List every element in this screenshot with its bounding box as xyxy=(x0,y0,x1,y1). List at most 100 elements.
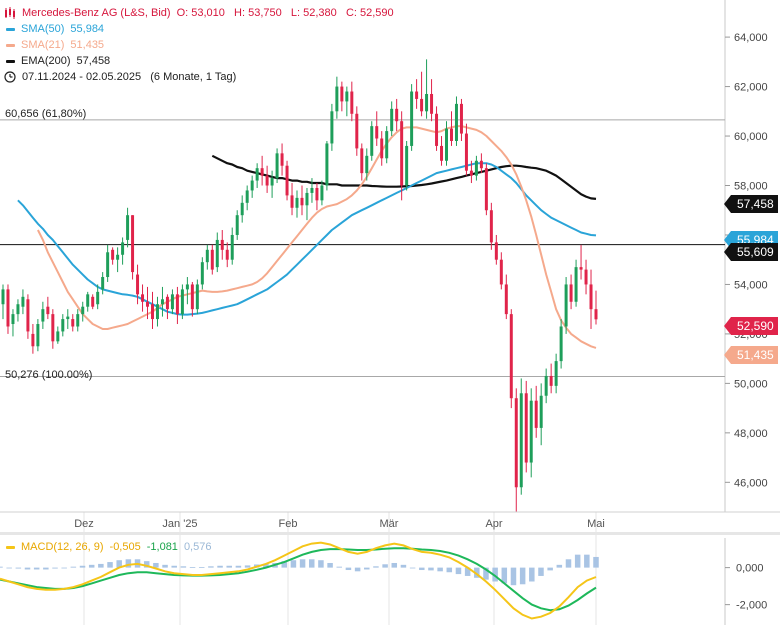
ema200-label: EMA(200) xyxy=(21,55,71,67)
candle-body xyxy=(250,180,254,191)
candle-body xyxy=(245,190,249,203)
sma21-row[interactable]: SMA(21) 51,435 xyxy=(4,37,394,53)
candle xyxy=(195,279,199,315)
instrument-title[interactable]: Mercedes-Benz AG (L&S, Bid) xyxy=(22,7,171,19)
candle xyxy=(280,143,284,176)
candle xyxy=(225,242,229,268)
macd-histogram-bar xyxy=(409,567,416,569)
sma50-layer xyxy=(17,162,597,316)
candle xyxy=(375,111,379,146)
candle-body xyxy=(464,133,468,171)
candle-body xyxy=(425,93,429,112)
sma21-layer xyxy=(37,125,597,349)
candle-body xyxy=(380,138,384,159)
candle xyxy=(365,148,369,181)
sma21-label: SMA(21) xyxy=(21,39,65,51)
x-tick-label: Mai xyxy=(587,518,605,530)
candle-body xyxy=(121,242,125,255)
macd-histogram-bar xyxy=(281,561,287,568)
fib-label-lower: 50,276 (100.00%) xyxy=(5,369,92,381)
sma50-row[interactable]: SMA(50) 55,984 xyxy=(4,21,394,37)
candle-body xyxy=(330,111,334,144)
candle xyxy=(544,368,548,404)
candle-body xyxy=(31,333,35,347)
candle-body xyxy=(46,306,50,315)
y-tick-label: 54,000 xyxy=(734,279,768,291)
candle xyxy=(559,319,563,369)
candle-body xyxy=(290,195,294,208)
candle xyxy=(285,160,289,201)
candle xyxy=(220,230,224,260)
macd-histogram-bar xyxy=(336,566,343,568)
macd-histogram-bar xyxy=(171,565,177,568)
candle-body xyxy=(494,242,498,260)
y-tick-label: 64,000 xyxy=(734,32,768,44)
candle xyxy=(56,326,60,344)
macd-histogram-bar xyxy=(208,566,214,568)
macd-histogram-bar xyxy=(565,559,572,568)
candle xyxy=(250,175,254,198)
macd-line xyxy=(0,541,597,620)
macd-label: MACD(12, 26, 9) xyxy=(21,541,104,553)
candle xyxy=(141,284,145,312)
candle xyxy=(6,284,10,334)
macd-histogram-bar xyxy=(382,564,388,568)
macd-histogram-bar xyxy=(474,567,480,578)
fib-label-upper: 60,656 (61,80%) xyxy=(5,108,86,120)
macd-histogram-bar xyxy=(70,566,77,568)
sma21-swatch xyxy=(6,43,15,47)
price-tag-hline: 55,609 xyxy=(724,243,778,261)
candle-body xyxy=(180,289,184,315)
macd-histogram-bar xyxy=(235,565,242,568)
candle-body xyxy=(484,168,488,211)
macd-histogram-bar xyxy=(373,566,379,568)
macd-histogram-bar xyxy=(428,567,434,571)
candle-body xyxy=(400,121,404,186)
candle xyxy=(494,234,498,265)
macd-histogram-bar xyxy=(116,560,122,568)
candle xyxy=(345,86,349,117)
candle xyxy=(579,244,583,280)
candle xyxy=(340,81,344,112)
candle xyxy=(215,232,219,273)
price-tag-bg xyxy=(724,346,778,364)
y-tick-label: 48,000 xyxy=(734,428,768,440)
candle-body xyxy=(350,91,354,114)
candle-body xyxy=(66,316,70,320)
macd-legend[interactable]: MACD(12, 26, 9) -0,505 -1,081 0,576 xyxy=(4,541,211,553)
candle xyxy=(131,215,135,280)
candle-body xyxy=(111,249,115,260)
candle xyxy=(160,286,164,317)
ema200-row[interactable]: EMA(200) 57,458 xyxy=(4,53,394,69)
macd-histogram-bar xyxy=(217,565,223,568)
x-tick-label: Dez xyxy=(74,518,94,530)
period-text: 07.11.2024 - 02.05.2025 (6 Monate, 1 Tag… xyxy=(22,71,237,83)
candle xyxy=(385,126,389,164)
clock-icon xyxy=(4,71,16,83)
period-row: 07.11.2024 - 02.05.2025 (6 Monate, 1 Tag… xyxy=(4,69,394,85)
pane-separator xyxy=(0,532,780,535)
macd-histogram-bar xyxy=(52,567,58,569)
candle-body xyxy=(195,284,199,310)
chart-legend: Mercedes-Benz AG (L&S, Bid) O: 53,010 H:… xyxy=(4,5,394,85)
candle-body xyxy=(101,277,105,290)
sma21-line xyxy=(37,125,597,349)
candle-body xyxy=(160,299,164,305)
macd-histogram-bar xyxy=(593,556,599,568)
candle-body xyxy=(579,267,583,270)
candle xyxy=(121,237,125,265)
candle-body xyxy=(574,267,578,302)
candle-body xyxy=(345,91,349,102)
candle-body xyxy=(315,187,319,201)
candle-body xyxy=(539,395,543,428)
macd-histogram-bar xyxy=(529,567,535,582)
candle xyxy=(190,281,194,317)
candle xyxy=(370,121,374,161)
candle xyxy=(170,289,174,315)
price-tag-bg xyxy=(724,195,778,213)
candle-body xyxy=(170,294,174,310)
candle xyxy=(335,76,339,119)
candle xyxy=(305,187,309,221)
